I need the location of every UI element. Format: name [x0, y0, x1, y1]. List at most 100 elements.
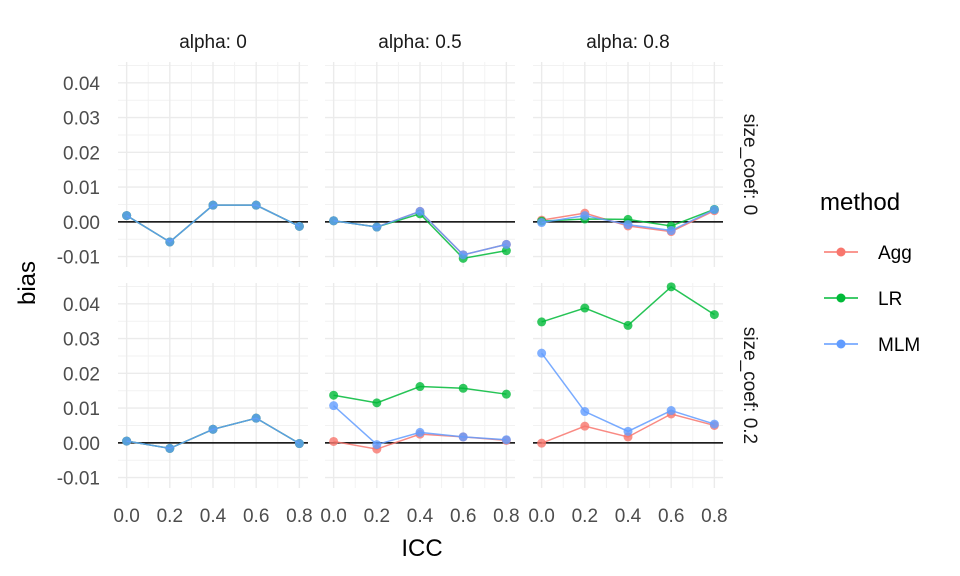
data-point-mlm	[623, 220, 633, 230]
legend-label: MLM	[878, 335, 920, 356]
facet-panels	[118, 62, 723, 488]
data-point-lr	[666, 282, 676, 292]
strip-label-row: size_coef: 0	[739, 114, 760, 215]
panel-series-1-2	[537, 282, 719, 448]
legend-item-agg: Agg	[824, 243, 912, 264]
data-point-mlm	[537, 218, 547, 228]
data-point-mlm	[501, 239, 511, 249]
x-tick-label: 0.0	[320, 506, 346, 527]
data-point-lr	[623, 320, 633, 330]
data-point-lr	[709, 310, 719, 320]
panel-series-1-0	[122, 413, 304, 453]
x-tick-label: 0.2	[572, 506, 598, 527]
x-tick-label: 0.0	[113, 506, 139, 527]
panel-series-0-2	[537, 204, 719, 237]
x-axis-title: ICC	[401, 535, 442, 562]
strip-label-col: alpha: 0.8	[586, 32, 669, 53]
x-tick-label: 0.2	[157, 506, 183, 527]
data-point-lr	[501, 389, 511, 399]
data-point-lr	[580, 303, 590, 313]
axes-group: alpha: 0 alpha: 0.5 alpha: 0.8 size_coef: 0…	[57, 32, 760, 527]
panel-1-0	[118, 283, 308, 488]
legend-title: method	[820, 189, 900, 216]
data-point-mlm	[294, 439, 304, 449]
x-tick-label: 0.8	[701, 506, 727, 527]
data-point-mlm	[580, 211, 590, 221]
panel-0-0	[118, 62, 308, 267]
y-tick-label: 0.04	[63, 74, 100, 95]
data-point-lr	[501, 246, 511, 256]
x-tick-label: 0.6	[658, 506, 684, 527]
y-tick-label: 0.01	[63, 178, 100, 199]
strip-label-row: size_coef: 0.2	[739, 327, 760, 444]
data-point-mlm	[501, 435, 511, 445]
data-point-mlm	[458, 250, 468, 260]
data-point-mlm	[623, 426, 633, 436]
legend-item-lr: LR	[824, 289, 902, 310]
x-tick-label: 0.6	[243, 506, 269, 527]
data-point-mlm	[666, 406, 676, 416]
y-tick-label: 0.02	[63, 143, 100, 164]
legend: method Agg LR MLM	[820, 189, 920, 356]
data-point-mlm	[122, 436, 132, 446]
data-point-mlm	[329, 216, 339, 226]
data-point-mlm	[208, 200, 218, 210]
data-point-mlm	[709, 205, 719, 215]
panel-series-1-1	[329, 382, 511, 454]
y-axis-title: bias	[14, 261, 41, 305]
legend-key-point	[836, 293, 846, 303]
y-tick-label: 0.02	[63, 364, 100, 385]
data-point-mlm	[458, 432, 468, 442]
legend-key-point	[836, 339, 846, 349]
data-point-mlm	[251, 413, 261, 423]
data-point-mlm	[294, 221, 304, 231]
data-point-mlm	[580, 407, 590, 417]
legend-key-point	[836, 247, 846, 257]
x-tick-label: 0.4	[407, 506, 434, 527]
data-point-mlm	[165, 237, 175, 247]
data-point-lr	[537, 317, 547, 327]
data-point-mlm	[165, 443, 175, 453]
x-tick-label: 0.8	[493, 506, 519, 527]
y-tick-label: 0.00	[63, 213, 100, 234]
panel-0-1	[325, 62, 515, 267]
panel-1-2	[533, 283, 723, 488]
strip-label-col: alpha: 0.5	[378, 32, 461, 53]
panel-series-0-1	[329, 206, 511, 263]
x-tick-label: 0.4	[615, 506, 642, 527]
x-tick-label: 0.8	[286, 506, 312, 527]
x-tick-label: 0.4	[200, 506, 227, 527]
data-point-mlm	[251, 200, 261, 210]
legend-label: Agg	[878, 243, 912, 264]
x-tick-label: 0.0	[528, 506, 554, 527]
data-point-agg	[580, 421, 590, 431]
data-point-mlm	[415, 427, 425, 437]
data-point-mlm	[709, 419, 719, 429]
data-point-lr	[329, 390, 339, 400]
y-tick-label: 0.01	[63, 399, 100, 420]
panel-0-2	[533, 62, 723, 267]
x-tick-label: 0.2	[364, 506, 390, 527]
data-point-mlm	[372, 440, 382, 450]
data-point-lr	[372, 398, 382, 408]
data-point-lr	[458, 383, 468, 393]
y-tick-label: -0.01	[57, 469, 100, 490]
legend-label: LR	[878, 289, 902, 310]
data-point-mlm	[537, 348, 547, 358]
strip-label-col: alpha: 0	[179, 32, 247, 53]
legend-item-mlm: MLM	[824, 335, 920, 356]
y-tick-label: -0.01	[57, 248, 100, 269]
data-point-agg	[329, 436, 339, 446]
data-point-mlm	[208, 424, 218, 434]
y-tick-label: 0.04	[63, 295, 100, 316]
data-point-mlm	[329, 401, 339, 411]
panel-series-0-0	[122, 200, 304, 247]
x-tick-label: 0.6	[450, 506, 476, 527]
y-tick-label: 0.03	[63, 109, 100, 130]
data-point-mlm	[666, 226, 676, 236]
data-point-mlm	[122, 211, 132, 221]
y-tick-label: 0.00	[63, 434, 100, 455]
data-point-mlm	[415, 206, 425, 216]
data-point-agg	[537, 438, 547, 448]
